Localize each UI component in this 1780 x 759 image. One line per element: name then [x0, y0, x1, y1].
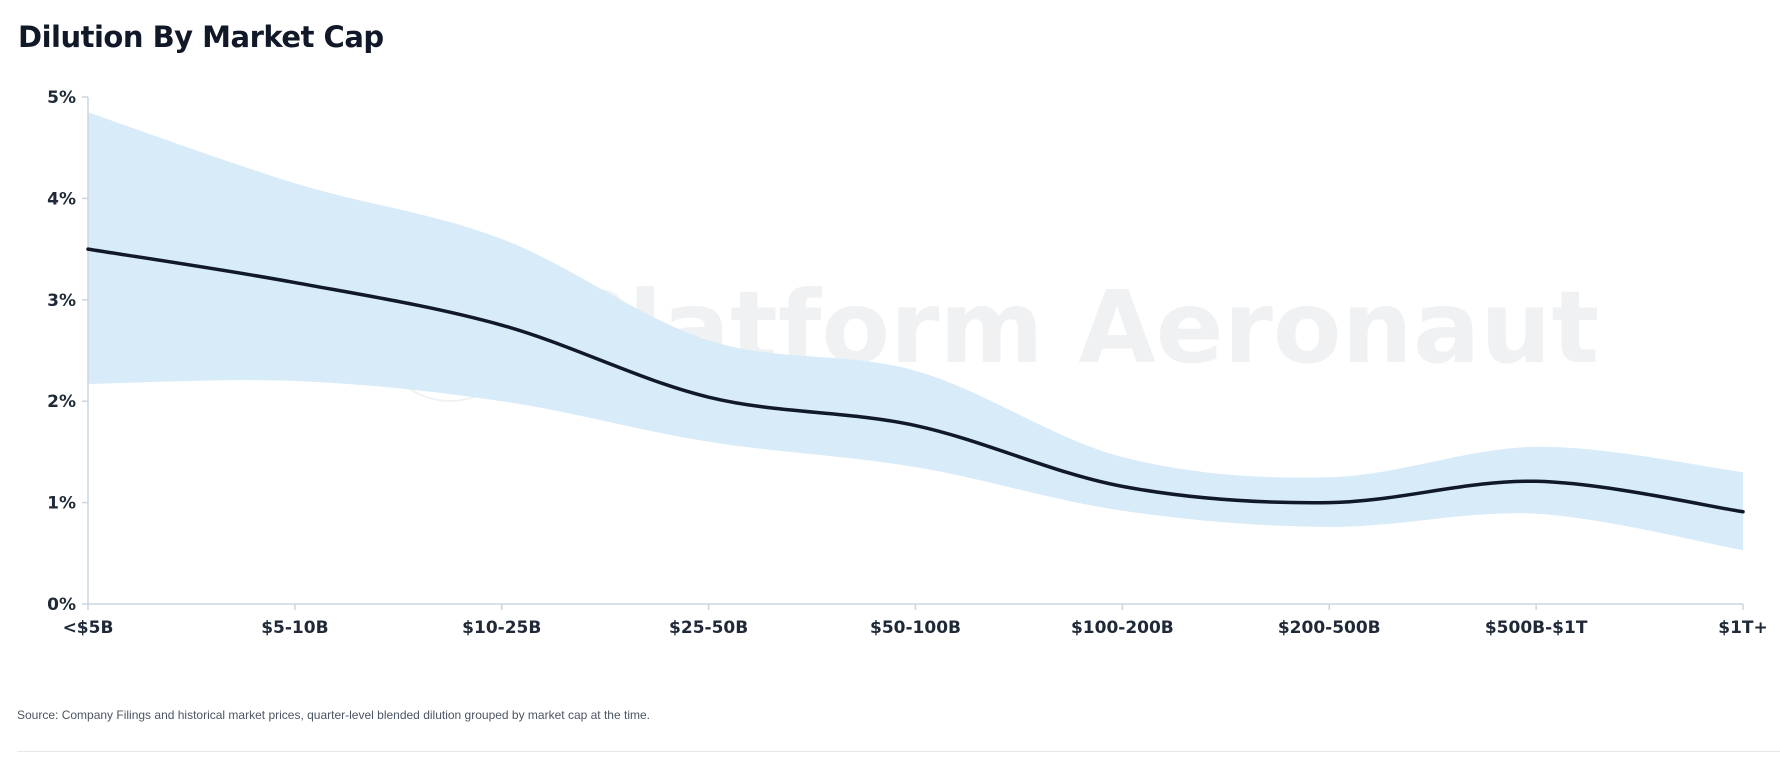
x-tick-label: $1T+ — [1718, 618, 1768, 638]
y-tick-label: 0% — [47, 595, 76, 615]
band-area — [88, 112, 1743, 551]
x-tick-label: $50-100B — [870, 618, 961, 638]
footer-divider — [17, 751, 1780, 752]
x-tick-label: $10-25B — [462, 618, 541, 638]
y-tick-label: 3% — [47, 291, 76, 311]
source-note: Source: Company Filings and historical m… — [17, 708, 650, 722]
y-tick-label: 5% — [47, 88, 76, 108]
dilution-chart: Platform Aeronaut 0%1%2%3%4%5% <$5B $5-10… — [47, 88, 1768, 638]
x-axis-ticks: <$5B $5-10B $10-25B $25-50B $50-100B $100-200… — [63, 604, 1768, 638]
x-tick-label: $5-10B — [261, 618, 328, 638]
series-line — [86, 247, 1745, 514]
x-tick-label: $100-200B — [1071, 618, 1174, 638]
y-tick-label: 1% — [47, 494, 76, 514]
dilution-line — [86, 247, 1745, 514]
x-tick-label: $500B-$1T — [1485, 618, 1588, 638]
chart-title: Dilution By Market Cap — [18, 20, 384, 54]
x-tick-label: <$5B — [63, 618, 114, 638]
x-tick-label: $25-50B — [669, 618, 748, 638]
y-axis-ticks: 0% 1% 2% 3% 4% 5% — [47, 88, 88, 615]
x-tick-label: $200-500B — [1278, 618, 1381, 638]
y-tick-label: 4% — [47, 189, 76, 209]
y-tick-label: 2% — [47, 392, 76, 412]
confidence-band — [88, 112, 1743, 551]
